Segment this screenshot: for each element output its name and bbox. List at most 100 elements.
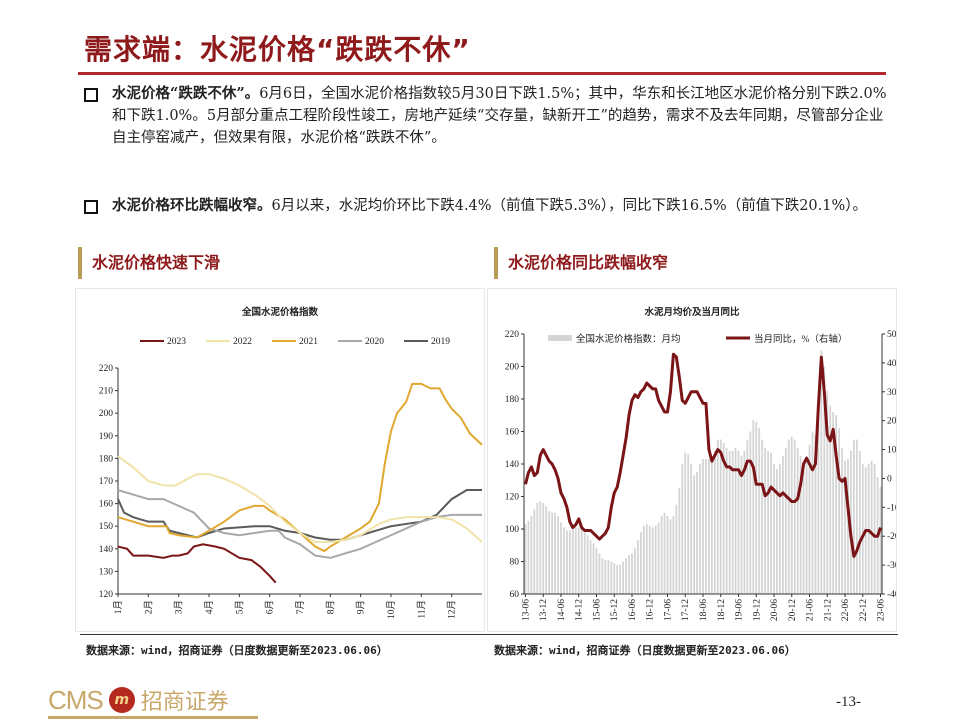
y-tick-label-left: 220 <box>505 330 520 340</box>
y-tick-label-right: -40 <box>887 590 896 600</box>
bar <box>669 519 672 594</box>
bar <box>690 464 693 594</box>
bullet-1: 水泥价格“跌跌不休”。6月6日，全国水泥价格指数较5月30日下跌1.5%；其中，… <box>84 83 894 149</box>
bar <box>595 548 598 594</box>
bar <box>702 459 704 594</box>
company-logo: CMS m 招商证券 <box>48 684 229 716</box>
bar <box>719 439 722 594</box>
bullet-2-text: 6月以来，水泥均价环比下跌4.4%（前值下跌5.3%），同比下跌16.5%（前值… <box>271 198 868 214</box>
bar <box>746 439 749 594</box>
x-tick-label: 18-06 <box>699 599 709 621</box>
series-line-2023 <box>117 543 277 584</box>
y-tick-label-left: 120 <box>505 493 520 503</box>
y-tick-label-right: 40 <box>887 359 896 369</box>
bar <box>787 439 790 594</box>
x-tick-label: 14-06 <box>557 599 567 621</box>
y-tick-label-left: 140 <box>505 460 520 470</box>
x-tick-label: 19-06 <box>735 599 745 621</box>
bar <box>639 532 642 594</box>
y-tick-label: 200 <box>99 409 114 419</box>
x-tick-label: 2月 <box>143 600 154 614</box>
y-tick-label-left: 200 <box>505 363 520 373</box>
bar <box>566 530 568 594</box>
bar <box>628 555 630 594</box>
legend-label-2019: 2019 <box>431 337 450 347</box>
x-tick-label: 17-06 <box>663 599 673 621</box>
x-tick-label: 20-06 <box>770 599 780 621</box>
legend-label-2021: 2021 <box>299 337 318 347</box>
legend-label-2022: 2022 <box>233 337 252 347</box>
bar <box>713 451 716 594</box>
bar <box>681 464 684 594</box>
series-line-2021 <box>117 382 483 553</box>
bar <box>625 558 627 594</box>
bar <box>790 436 793 594</box>
y-tick-label: 170 <box>99 477 114 487</box>
bar <box>637 540 639 594</box>
bar <box>634 548 636 594</box>
bar <box>743 451 746 594</box>
source-left: 数据来源：wind，招商证券（日度数据更新至2023.06.06） <box>86 644 388 657</box>
chart-left: 全国水泥价格指数 2023 2022 2021 2020 2019 120 130 140 150… <box>75 288 485 632</box>
bar <box>847 459 849 594</box>
bar <box>604 559 607 594</box>
bar <box>696 472 698 594</box>
bar <box>619 564 622 594</box>
bar <box>722 442 725 594</box>
x-tick-label: 16-12 <box>646 599 656 621</box>
bar <box>684 452 687 594</box>
bar <box>551 512 553 594</box>
bar <box>802 460 805 594</box>
bar <box>805 455 808 594</box>
bar <box>879 486 882 594</box>
bar <box>622 561 625 594</box>
bar <box>542 503 545 594</box>
bullet-2: 水泥价格环比跌幅收窄。6月以来，水泥均价环比下跌4.4%（前值下跌5.3%），同… <box>84 195 894 217</box>
bar <box>648 525 651 594</box>
bar <box>767 451 769 594</box>
x-tick-label: 14-12 <box>575 599 585 621</box>
y-tick-label-left: 80 <box>510 558 520 568</box>
bar <box>740 455 743 594</box>
bar <box>776 468 778 594</box>
x-tick-label: 17-12 <box>681 599 691 621</box>
bar <box>855 439 858 594</box>
bar <box>663 512 666 594</box>
y-tick-label: 150 <box>99 522 114 532</box>
bar <box>548 511 551 594</box>
bar <box>861 464 864 594</box>
bar <box>557 516 559 594</box>
x-tick-label: 5月 <box>234 600 245 614</box>
series-line-2020 <box>117 489 482 559</box>
x-tick-label: 3月 <box>174 600 185 614</box>
bar <box>657 522 660 594</box>
y-tick-label-left: 180 <box>505 395 520 405</box>
x-tick-label: 4月 <box>204 600 215 614</box>
bar <box>613 563 616 594</box>
y-tick-label-left: 160 <box>505 428 520 438</box>
bar <box>666 516 669 594</box>
bar <box>826 390 829 594</box>
x-tick-label: 19-12 <box>752 599 762 621</box>
bar <box>799 455 802 594</box>
y-tick-label: 140 <box>99 545 114 555</box>
bar <box>853 439 855 594</box>
bar <box>752 420 755 594</box>
page-number: -13- <box>836 694 861 710</box>
bar <box>560 522 562 594</box>
bar <box>755 421 758 594</box>
bar <box>631 553 633 594</box>
bar <box>784 447 787 594</box>
bar <box>645 524 648 594</box>
cement-index-chart: 全国水泥价格指数 2023 2022 2021 2020 2019 120 130 140 150… <box>99 306 483 619</box>
bar <box>737 451 740 594</box>
bar <box>814 434 817 594</box>
y-tick-label-right: 10 <box>887 446 896 456</box>
bar <box>536 503 539 594</box>
logo-underline <box>48 716 258 719</box>
bullet-square-icon <box>84 200 98 214</box>
y-tick-label-right: 30 <box>887 388 896 398</box>
bar <box>835 415 838 594</box>
bar <box>678 488 681 594</box>
